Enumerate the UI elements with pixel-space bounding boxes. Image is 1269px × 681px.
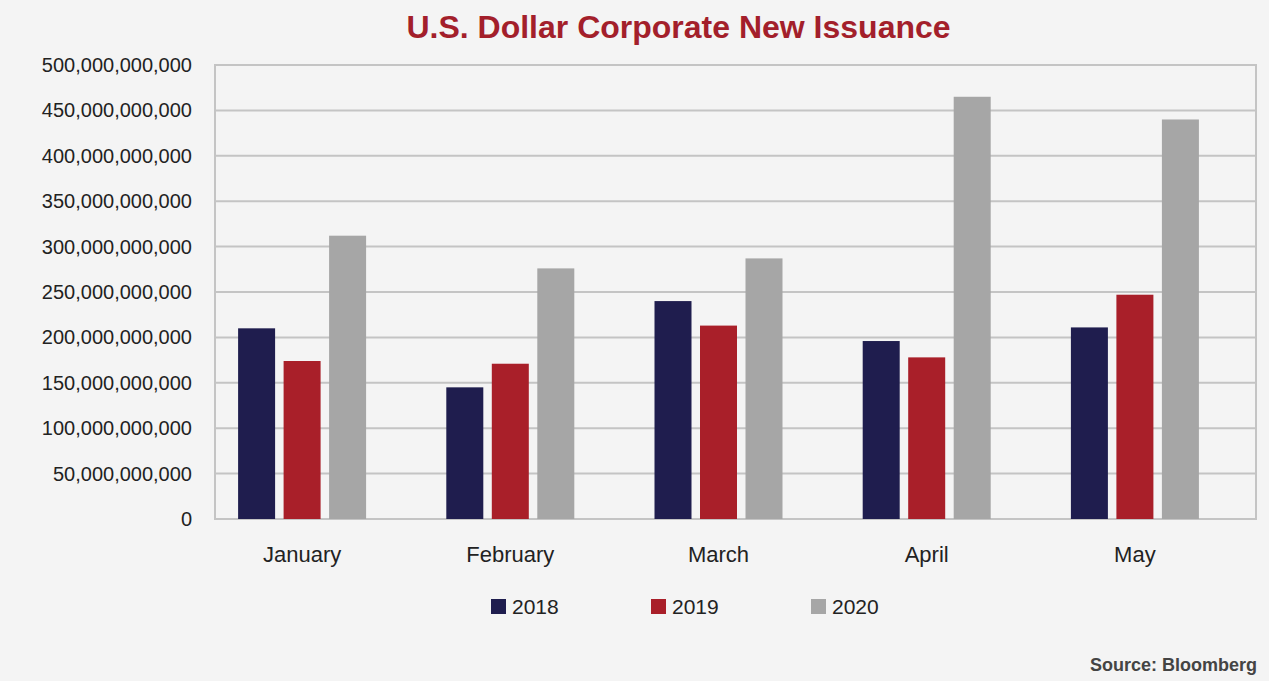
bar	[954, 97, 991, 519]
bar	[238, 328, 275, 519]
bar	[329, 236, 366, 519]
bar	[284, 361, 321, 519]
bar	[1116, 295, 1153, 519]
bar	[446, 387, 483, 519]
category-label: March	[688, 542, 749, 567]
legend-swatch	[651, 599, 666, 614]
bar	[655, 301, 692, 519]
tick-label: 400,000,000,000	[42, 145, 192, 167]
category-label: April	[905, 542, 949, 567]
bar	[700, 326, 737, 519]
bar	[1162, 119, 1199, 519]
category-label: May	[1114, 542, 1156, 567]
category-label: February	[466, 542, 554, 567]
grid-line	[215, 200, 1256, 202]
plot-area	[215, 65, 1256, 519]
tick-label: 300,000,000,000	[42, 236, 192, 258]
tick-label: 50,000,000,000	[53, 463, 192, 485]
grid-line	[215, 291, 1256, 293]
bars	[238, 97, 1199, 519]
legend-swatch	[491, 599, 506, 614]
bar	[537, 268, 574, 519]
chart: U.S. Dollar Corporate New Issuance 0 50,00…	[0, 0, 1269, 681]
bar	[492, 364, 529, 519]
bar	[1071, 327, 1108, 519]
bar	[746, 258, 783, 519]
grid-line	[215, 109, 1256, 111]
legend-label: 2020	[832, 595, 879, 618]
bar	[908, 357, 945, 519]
tick-label: 0	[181, 508, 192, 530]
source-note: Source: Bloomberg	[1090, 655, 1257, 675]
bar	[863, 341, 900, 519]
title: U.S. Dollar Corporate New Issuance	[406, 9, 950, 45]
grid-line	[215, 155, 1256, 157]
tick-label: 150,000,000,000	[42, 372, 192, 394]
tick-label: 100,000,000,000	[42, 417, 192, 439]
legend-label: 2018	[512, 595, 559, 618]
legend-label: 2019	[672, 595, 719, 618]
tick-label: 200,000,000,000	[42, 326, 192, 348]
tick-label: 450,000,000,000	[42, 99, 192, 121]
tick-label: 500,000,000,000	[42, 54, 192, 76]
plot-frame	[215, 65, 1256, 519]
category-label: January	[263, 542, 341, 567]
legend-swatch	[811, 599, 826, 614]
grid-line	[215, 246, 1256, 248]
tick-label: 250,000,000,000	[42, 281, 192, 303]
tick-label: 350,000,000,000	[42, 190, 192, 212]
